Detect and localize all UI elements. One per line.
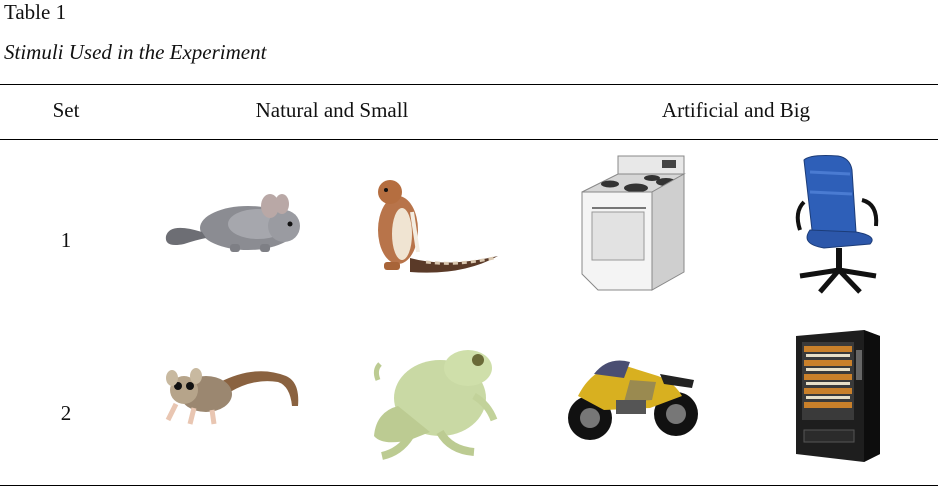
table-bottom-rule <box>0 485 938 486</box>
set-number: 1 <box>60 228 72 252</box>
motorcycle-image <box>564 352 706 444</box>
office-chair-image <box>790 152 886 297</box>
frog-image <box>370 340 500 460</box>
header-artificial-big: Artificial and Big <box>661 98 811 122</box>
set-number: 2 <box>60 401 72 425</box>
vending-machine-image <box>792 328 884 464</box>
table-number: Table 1 <box>4 0 67 24</box>
table-title: Stimuli Used in the Experiment <box>4 40 267 64</box>
header-set: Set <box>52 98 80 122</box>
stove-image <box>578 154 690 294</box>
header-bottom-rule <box>0 139 938 140</box>
chipmunk-image <box>366 172 506 277</box>
header-natural-small: Natural and Small <box>255 98 409 122</box>
sugar-glider-image <box>160 360 302 430</box>
table-top-rule <box>0 84 938 85</box>
chinchilla-image <box>160 192 300 262</box>
